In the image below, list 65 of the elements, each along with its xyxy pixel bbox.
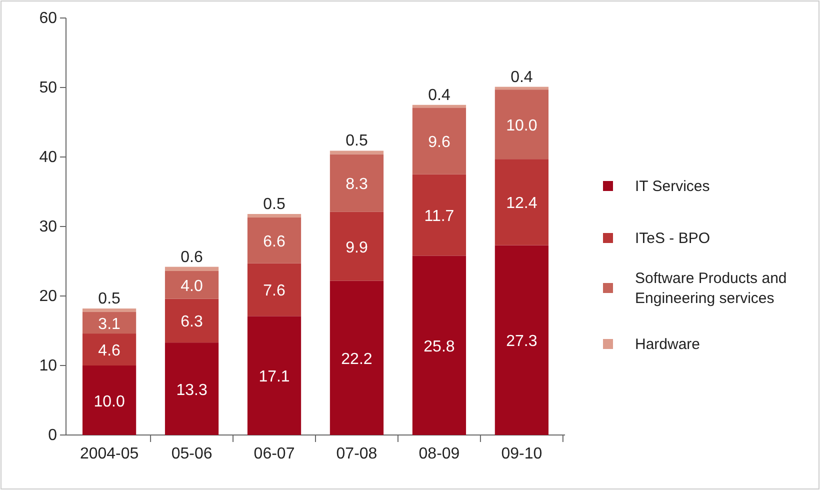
bar — [330, 280, 384, 435]
data-label: 12.4 — [506, 195, 538, 212]
data-label: 0.5 — [263, 196, 286, 213]
data-label: 11.7 — [424, 208, 454, 226]
x-tick-label: 2004-05 — [80, 445, 139, 462]
data-label: 0.5 — [98, 290, 121, 308]
legend-label: Software Products and Engineering services — [635, 270, 787, 307]
bar — [412, 174, 466, 256]
data-label: 8.3 — [346, 176, 368, 194]
y-tick-label: 20 — [39, 288, 58, 306]
y-tick-label: 50 — [39, 80, 58, 97]
data-label: 13.3 — [176, 382, 208, 399]
legend-label: ITeS - BPO — [635, 230, 710, 247]
bar — [164, 342, 219, 435]
data-label: 0.6 — [180, 248, 203, 266]
data-label: 25.8 — [424, 338, 455, 356]
bar — [164, 270, 219, 299]
bar — [494, 90, 549, 160]
data-label: 0.4 — [510, 68, 533, 86]
y-tick-label: 0 — [48, 427, 58, 444]
bar — [247, 263, 302, 316]
bar — [494, 245, 549, 435]
bar — [82, 312, 136, 334]
data-label: 10.0 — [506, 117, 538, 134]
data-label: 9.9 — [346, 239, 368, 256]
bar — [494, 86, 549, 90]
bar — [330, 150, 384, 154]
bar — [494, 159, 549, 246]
data-label: 6.3 — [180, 314, 203, 331]
bar — [412, 256, 466, 435]
data-label: 0.5 — [346, 132, 368, 150]
bar — [247, 214, 302, 218]
data-label: 4.6 — [98, 342, 121, 360]
y-tick-label: 60 — [39, 10, 58, 28]
x-tick-label: 08-09 — [418, 445, 460, 462]
bar — [164, 266, 219, 271]
data-label: 17.1 — [258, 368, 290, 386]
bar — [82, 308, 136, 312]
data-label: 9.6 — [428, 134, 450, 152]
bar — [247, 217, 302, 264]
bar — [82, 366, 136, 435]
y-tick-label: 40 — [39, 149, 58, 166]
legend-label: Hardware — [635, 336, 700, 353]
x-tick-label: 05-06 — [171, 445, 212, 462]
data-label: 22.2 — [341, 350, 372, 368]
legend-label: IT Services — [635, 178, 710, 195]
bar — [330, 154, 384, 212]
data-label: 3.1 — [98, 316, 121, 333]
data-label: 6.6 — [263, 233, 286, 250]
x-tick-label: 09-10 — [501, 445, 542, 462]
data-label: 0.4 — [428, 86, 450, 104]
x-tick-label: 06-07 — [254, 445, 295, 462]
x-tick-label: 07-08 — [336, 445, 378, 462]
y-tick-label: 30 — [39, 218, 58, 236]
data-label: 10.0 — [94, 393, 125, 410]
data-label: 27.3 — [506, 333, 538, 350]
bar — [330, 212, 384, 281]
bar — [82, 334, 136, 366]
bar — [412, 108, 466, 174]
y-tick-label: 10 — [39, 358, 58, 375]
data-label: 4.0 — [180, 278, 203, 295]
bar — [247, 316, 302, 435]
data-label: 7.6 — [263, 282, 286, 300]
bar — [164, 298, 219, 343]
bar — [412, 104, 466, 108]
